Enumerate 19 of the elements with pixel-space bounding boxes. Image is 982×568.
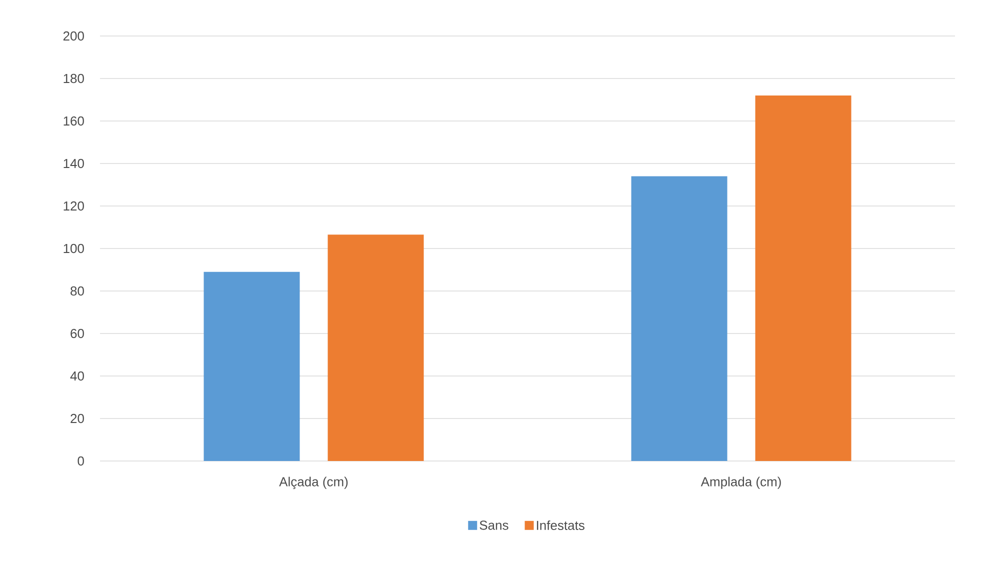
y-tick-label: 120 xyxy=(64,201,84,211)
y-tick-label: 200 xyxy=(63,31,84,41)
y-tick-label: 60 xyxy=(70,328,84,338)
y-tick-label: 160 xyxy=(64,116,84,126)
y-tick-label: 140 xyxy=(64,158,84,168)
bar xyxy=(204,272,300,461)
y-tick-label: 20 xyxy=(70,414,84,424)
x-tick-label: Amplada (cm) xyxy=(700,476,781,489)
y-tick-label: 100 xyxy=(64,244,84,254)
legend-label: Infestats xyxy=(536,520,584,530)
legend-label: Sans xyxy=(480,520,508,530)
bar xyxy=(631,176,728,461)
y-tick-label: 40 xyxy=(70,371,84,381)
y-tick-label: 0 xyxy=(78,456,84,466)
bar xyxy=(755,95,852,461)
y-tick-label: 80 xyxy=(70,286,84,296)
bar xyxy=(328,234,424,461)
x-tick-label: Alçada (cm) xyxy=(279,476,348,489)
y-tick-label: 180 xyxy=(64,74,84,84)
